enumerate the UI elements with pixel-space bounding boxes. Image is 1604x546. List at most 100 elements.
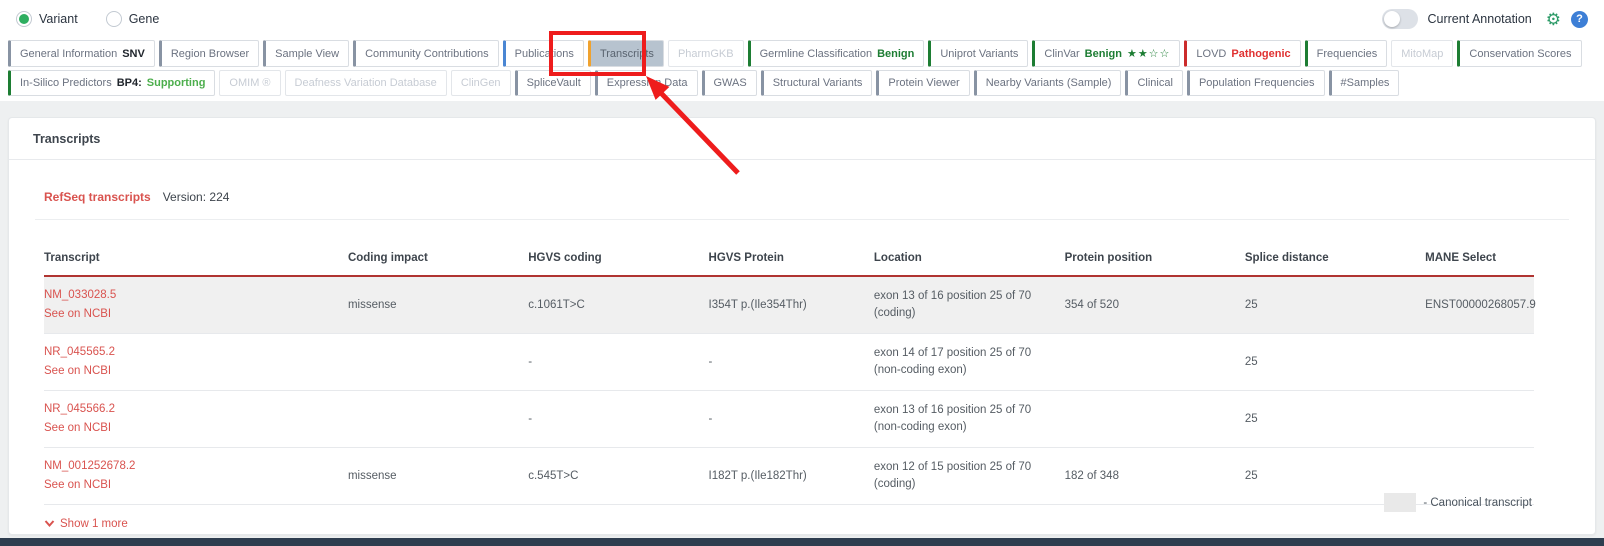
refseq-version: Version: 224	[162, 190, 230, 204]
see-on-ncbi-link[interactable]: See on NCBI	[44, 307, 112, 320]
tab-structural-variants[interactable]: Structural Variants	[760, 70, 873, 96]
chevron-down-icon	[44, 520, 55, 528]
cell-transcript: NR_045565.2 See on NCBI	[44, 333, 348, 391]
tab-samples[interactable]: #Samples	[1328, 70, 1400, 96]
gear-icon[interactable]: ⚙	[1545, 9, 1561, 29]
current-annotation-label: Current Annotation	[1427, 12, 1532, 26]
table-row: NR_045566.2 See on NCBI - - exon 13 of 16 po…	[44, 390, 1534, 448]
content-area: Transcripts RefSeq transcripts Version: …	[0, 101, 1604, 546]
column-header-hgvs-coding: HGVS coding	[528, 244, 709, 277]
tab-label: Clinical	[1137, 77, 1173, 89]
tab-label: General Information	[20, 47, 118, 60]
tab-publications[interactable]: Publications	[502, 40, 584, 67]
canonical-legend-label: - Canonical transcript	[1423, 496, 1532, 509]
tab-nearby-variants-sample[interactable]: Nearby Variants (Sample)	[973, 70, 1122, 96]
column-header-coding-impact: Coding impact	[347, 244, 529, 277]
transcript-id-link[interactable]: NR_045565.2	[44, 345, 115, 358]
tab-general-information[interactable]: General Information SNV	[8, 40, 155, 67]
radio-label: Gene	[128, 12, 160, 26]
cell-mane-select: ENST00000268057.9	[1425, 276, 1536, 334]
tab-status-badge: Benign	[877, 47, 915, 60]
tab-frequencies[interactable]: Frequencies	[1304, 40, 1388, 67]
radio-selected-icon	[16, 11, 32, 27]
tab-clinical[interactable]: Clinical	[1125, 70, 1183, 96]
transcript-id-link[interactable]: NM_001252678.2	[44, 459, 136, 472]
cell-hgvs-protein: I354T p.(Ile354Thr)	[708, 276, 874, 334]
location-type: (non-coding exon)	[873, 420, 967, 433]
cell-protein-position	[1064, 390, 1245, 448]
tabs-row-2: In-Silico Predictors BP4: Supporting OMIM ®…	[8, 70, 1596, 96]
radio-label: Variant	[39, 12, 78, 26]
cell-location: exon 12 of 15 position 25 of 70 (coding)	[873, 447, 1065, 505]
radio-variant[interactable]: Variant	[16, 11, 78, 27]
current-annotation-toggle[interactable]	[1381, 9, 1418, 29]
radio-unselected-icon	[105, 11, 122, 27]
cell-mane-select	[1425, 447, 1534, 505]
location-text: exon 13 of 16 position 25 of 70	[873, 290, 1032, 303]
column-header-mane-select: MANE Select	[1425, 244, 1534, 277]
tab-label: Population Frequencies	[1198, 77, 1315, 89]
tab-gwas[interactable]: GWAS	[701, 70, 757, 96]
tab-label: Structural Variants	[772, 77, 863, 89]
show-more-label: Show 1 more	[60, 517, 128, 530]
tab-community-contributions[interactable]: Community Contributions	[353, 40, 499, 67]
cell-coding-impact: missense	[347, 276, 529, 334]
cell-hgvs-protein: -	[708, 333, 874, 391]
show-more-button[interactable]: Show 1 more	[44, 518, 128, 530]
tab-expression-data[interactable]: Expression Data	[594, 70, 698, 96]
table-body: NM_033028.5 See on NCBI missense c.1061T>C I…	[44, 276, 1536, 505]
column-header-transcript: Transcript	[44, 244, 348, 277]
tab-sample-view[interactable]: Sample View	[263, 40, 350, 67]
tab-uniprot-variants[interactable]: Uniprot Variants	[928, 40, 1029, 67]
tab-status-badge: Pathogenic	[1231, 47, 1291, 60]
tab-transcripts[interactable]: Transcripts	[587, 40, 664, 67]
panel-header: Transcripts	[9, 118, 1595, 160]
tab-protein-viewer[interactable]: Protein Viewer	[876, 70, 970, 96]
transcripts-table: Transcript Coding impact HGVS coding HGVS P…	[44, 244, 1536, 505]
refseq-transcripts-link[interactable]: RefSeq transcripts	[44, 190, 151, 204]
transcript-id-link[interactable]: NM_033028.5	[44, 289, 117, 301]
cell-location: exon 13 of 16 position 25 of 70 (non-codi…	[873, 390, 1065, 448]
tab-clingen: ClinGen	[450, 70, 511, 96]
tab-status-badge: Supporting	[146, 77, 206, 89]
tab-clinvar[interactable]: ClinVar Benign ★★☆☆	[1032, 40, 1181, 67]
tab-status-badge: Benign	[1084, 47, 1122, 60]
tab-label: OMIM ®	[229, 77, 271, 89]
tab-region-browser[interactable]: Region Browser	[158, 40, 260, 67]
cell-hgvs-protein: I182T p.(Ile182Thr)	[708, 447, 874, 505]
table-header-row: Transcript Coding impact HGVS coding HGVS P…	[44, 244, 1534, 277]
location-type: (non-coding exon)	[873, 363, 967, 376]
see-on-ncbi-link[interactable]: See on NCBI	[44, 364, 112, 377]
divider	[35, 219, 1569, 220]
tab-label: Expression Data	[606, 77, 688, 89]
tab-label: Transcripts	[599, 47, 654, 60]
radio-gene[interactable]: Gene	[105, 11, 160, 27]
cell-mane-select	[1425, 333, 1534, 391]
footer-bar	[0, 538, 1604, 546]
tab-label: ClinVar	[1044, 47, 1080, 60]
tab-label: PharmGKB	[677, 47, 734, 60]
tab-label: GWAS	[713, 77, 747, 89]
cell-hgvs-coding: c.1061T>C	[528, 276, 709, 334]
tab-population-frequencies[interactable]: Population Frequencies	[1186, 70, 1325, 96]
top-bar: Variant Gene Current Annotation ⚙ ?	[0, 0, 1604, 38]
column-header-location: Location	[873, 244, 1065, 277]
top-bar-right: Current Annotation ⚙ ?	[1381, 9, 1588, 29]
see-on-ncbi-link[interactable]: See on NCBI	[44, 421, 112, 434]
cell-splice-distance: 25	[1244, 333, 1426, 391]
see-on-ncbi-link[interactable]: See on NCBI	[44, 478, 112, 491]
tab-badge: BP4:	[116, 77, 142, 89]
cell-protein-position	[1064, 333, 1245, 391]
tab-splicevault[interactable]: SpliceVault	[514, 70, 591, 96]
help-icon[interactable]: ?	[1571, 10, 1588, 28]
tab-conservation-scores[interactable]: Conservation Scores	[1457, 40, 1582, 67]
tab-lovd[interactable]: LOVD Pathogenic	[1184, 40, 1301, 67]
toggle-knob	[1383, 11, 1400, 27]
tab-label: Uniprot Variants	[940, 47, 1019, 60]
cell-coding-impact	[347, 333, 529, 391]
tab-in-silico-predictors[interactable]: In-Silico Predictors BP4: Supporting	[8, 70, 216, 96]
refseq-line: RefSeq transcripts Version: 224	[44, 190, 1595, 204]
tab-germline-classification[interactable]: Germline Classification Benign	[747, 40, 925, 67]
transcript-id-link[interactable]: NR_045566.2	[44, 402, 115, 415]
